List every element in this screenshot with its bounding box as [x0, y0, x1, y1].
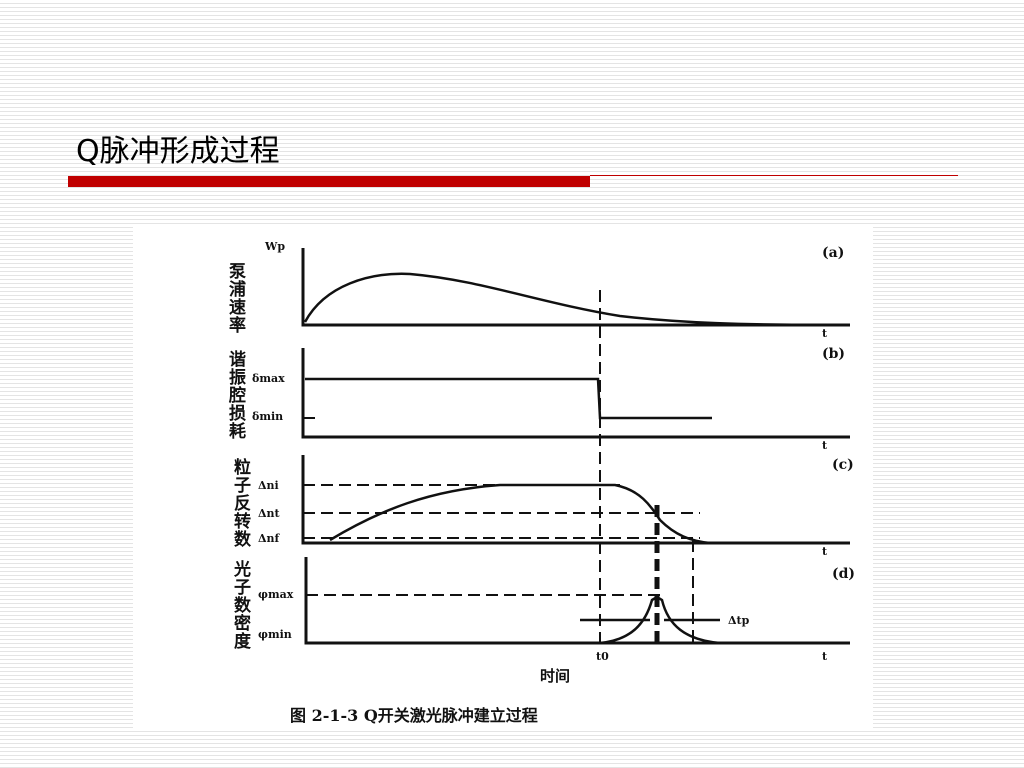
axis: [301, 348, 850, 439]
level-label: φmax: [258, 588, 294, 601]
axis-var: t: [822, 545, 828, 558]
y-label: 光子数密度: [230, 559, 252, 650]
axis: [304, 557, 850, 645]
level-label: δmin: [252, 410, 283, 423]
title-rule: [590, 175, 958, 176]
y-label: 谐振腔损耗: [225, 350, 247, 440]
level-label: Δnt: [258, 507, 281, 520]
axis-var: t: [822, 327, 828, 340]
caption: 图 2-1-3 Q开关激光脉冲建立过程: [290, 706, 538, 725]
panel-label: (a): [822, 245, 844, 261]
marker-label: Δtp: [728, 614, 750, 627]
level-label: Δnf: [258, 532, 281, 545]
panel-label: (b): [822, 346, 845, 362]
slide-title: Q脉冲形成过程: [76, 134, 280, 169]
panel-label: (d): [832, 566, 855, 582]
level-label: Δni: [258, 479, 279, 492]
level-label: δmax: [252, 372, 285, 385]
level-label: Wp: [264, 240, 285, 253]
y-label: 粒子反转数: [230, 457, 251, 548]
title-bar: [68, 176, 590, 187]
axis-var: t: [822, 439, 828, 452]
axis: [301, 248, 850, 327]
y-label: 泵浦速率: [225, 262, 246, 334]
axis-var: t: [822, 650, 828, 663]
diagram: (a) (b) (c) (d) 泵浦速率 谐振腔损耗 粒子反转数 光子数密度 W…: [225, 240, 855, 725]
panel-label: (c): [832, 457, 854, 473]
figure: (a) (b) (c) (d) 泵浦速率 谐振腔损耗 粒子反转数 光子数密度 W…: [133, 225, 873, 730]
curve: [303, 272, 851, 327]
curve: [329, 483, 711, 545]
marker-label: t0: [596, 650, 609, 663]
curve: [305, 377, 712, 420]
level-label: φmin: [258, 628, 292, 641]
axis: [301, 455, 850, 545]
x-label: 时间: [540, 667, 570, 685]
